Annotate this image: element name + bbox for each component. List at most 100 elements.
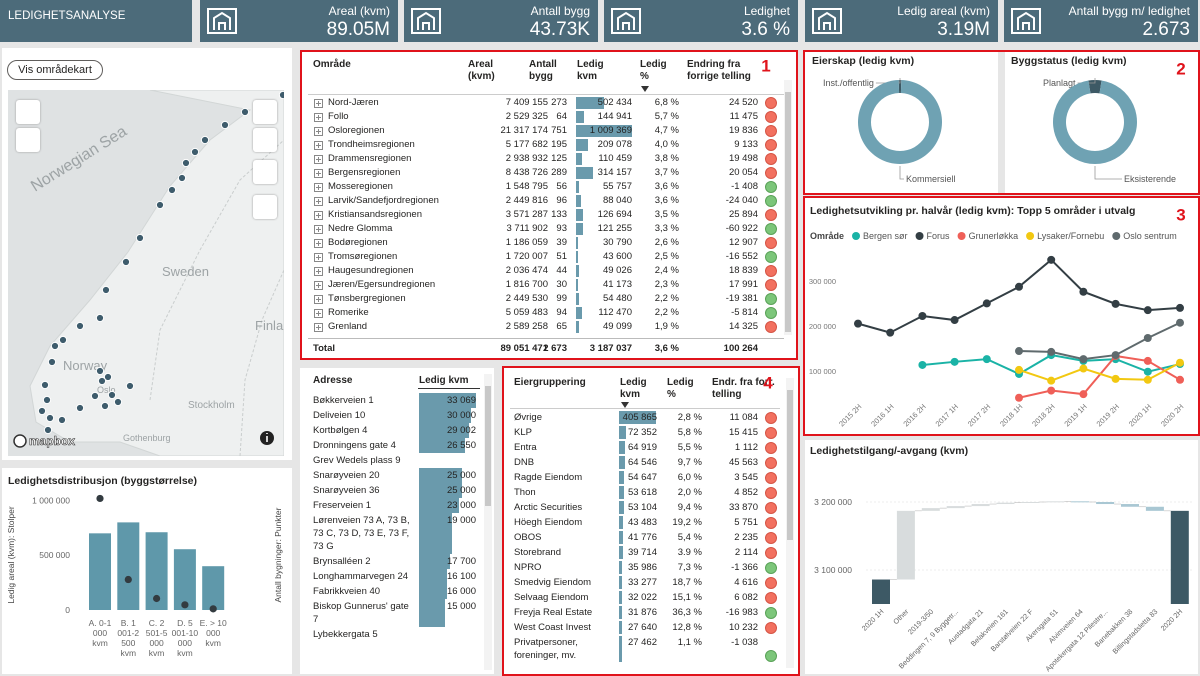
data-bar: [576, 195, 581, 207]
table-cell: 93: [556, 223, 567, 234]
table-cell: 11 475: [729, 111, 758, 122]
map-control[interactable]: [253, 100, 277, 124]
table-cell: 5,5 %: [677, 442, 702, 453]
table-cell: 64 546: [627, 457, 657, 468]
table-cell: Trondheimsregionen: [328, 139, 415, 150]
table-cell: 1 816 700: [505, 279, 548, 290]
highlight-frame: [300, 50, 798, 360]
status-circle: [765, 153, 777, 165]
map-control[interactable]: [253, 128, 277, 152]
column-header: Ledig kvm: [620, 377, 647, 400]
table-cell: 11 084: [729, 412, 758, 423]
data-bar: [619, 576, 623, 589]
table-row: 35 986 7,3 % -1 366 NPRO: [502, 560, 786, 575]
kpi-label: Antall bygg m/ ledighet: [1068, 4, 1190, 18]
table-cell: 3 571 287: [505, 209, 548, 220]
map-control[interactable]: [253, 160, 277, 184]
column-header: Adresse: [313, 375, 353, 386]
x-tick-label: E. > 10 000 kvm: [199, 618, 227, 648]
expand-icon-shape: [314, 127, 323, 136]
table-cell: Fabrikkveien 40: [313, 586, 381, 597]
table-cell: Haugesundregionen: [328, 265, 414, 276]
data-bar: [619, 636, 622, 662]
data-bar: [419, 483, 463, 498]
expand-icon: [314, 267, 323, 276]
table-cell: 26 550: [446, 440, 476, 451]
table-cell: 2 036 474: [505, 265, 548, 276]
expand-icon: [314, 141, 323, 150]
table-cell: 88 040: [602, 195, 632, 206]
table-cell: Snarøyveien 36: [313, 485, 380, 496]
table-body: 33 069 Bøkkerveien 1 30 000 Deliveien 10 29 …: [300, 393, 484, 642]
table-cell: 126 694: [597, 209, 632, 220]
table-cell: 502 434: [597, 97, 632, 108]
table-cell: 53 618: [627, 487, 657, 498]
table-cell: Nord-Jæren: [328, 97, 379, 108]
table-cell: 3.9 %: [677, 547, 702, 558]
header-rule: [308, 94, 784, 95]
table-cell: 751: [551, 125, 567, 136]
data-bar: [576, 279, 579, 291]
table-cell: 12 907: [728, 237, 758, 248]
map-toggle-button[interactable]: Vis områdekart: [7, 60, 103, 80]
x-tick-label: D. 5 001-10 000 kvm: [171, 618, 199, 658]
map-control[interactable]: [253, 195, 277, 219]
data-bar: [576, 153, 583, 165]
expand-icon: [314, 239, 323, 248]
expand-icon: [314, 295, 323, 304]
table-row: Grev Wedels plass 9: [300, 453, 484, 468]
table-cell: 112 470: [598, 307, 632, 318]
table-cell: 18 839: [728, 265, 758, 276]
highlight-frame: [803, 50, 1200, 195]
x-tick-label: C. 2 501-5 000 kvm: [145, 618, 168, 658]
status-circle: [765, 97, 777, 109]
scrollbar-thumb[interactable]: [485, 386, 491, 506]
table-cell: Smedvig Eiendom: [514, 577, 592, 588]
map-control[interactable]: [16, 100, 40, 124]
table-cell: 2,2 %: [654, 293, 679, 304]
table-cell: Larvik/Sandefjordregionen: [328, 195, 439, 206]
kpi-label: Antall bygg: [530, 4, 590, 18]
status-circle: [765, 307, 777, 319]
waterfall-panel: [805, 440, 1198, 674]
table-cell: 4 616: [734, 577, 758, 588]
status-circle: [765, 517, 777, 529]
status-circle: [765, 139, 777, 151]
table-cell: Kortbølgen 4: [313, 425, 368, 436]
table-cell: 2 589 258: [505, 321, 548, 332]
table-cell: 1 112: [734, 442, 758, 453]
table-row: 53 618 2,0 % 4 852 Thon: [502, 485, 786, 500]
table-cell: -5 814: [731, 307, 758, 318]
table-cell: 20 054: [728, 167, 758, 178]
icon-shape: [411, 8, 441, 34]
table-cell: Kristiansandsregionen: [328, 209, 423, 220]
table-cell: 5,4 %: [677, 532, 702, 543]
table-row: 15 000 Biskop Gunnerus' gate 7: [300, 599, 484, 627]
table-cell: 125: [551, 153, 567, 164]
status-circle: [765, 532, 777, 544]
kpi-tile: Antall bygg 43.73K: [404, 0, 598, 42]
data-bar: [419, 599, 445, 627]
table-cell: 1,9 %: [654, 321, 679, 332]
table-row: 19 000 Lørenveien 73 A, 73 B, 73 C, 73 D,…: [300, 513, 484, 554]
table-cell: 5 177 682: [505, 139, 548, 150]
scrollbar-thumb[interactable]: [787, 390, 793, 540]
kpi-icon: [812, 8, 842, 34]
table-cell: 54 647: [627, 472, 657, 483]
table-cell: Snarøyveien 20: [313, 470, 380, 481]
scrollbar-thumb[interactable]: [785, 92, 791, 332]
expand-icon: [314, 155, 323, 164]
status-circle: [765, 487, 777, 499]
map-control[interactable]: [16, 128, 40, 152]
table-cell: 23 000: [446, 500, 476, 511]
expand-icon-shape: [314, 113, 323, 122]
expand-icon: [314, 225, 323, 234]
kpi-value: 43.73K: [529, 19, 590, 40]
highlight-frame: [502, 366, 800, 676]
table-row: 25 000 Snarøyveien 36: [300, 483, 484, 498]
table-cell: 1 186 059: [505, 237, 548, 248]
table-cell: 43 483: [627, 517, 657, 528]
status-circle: [765, 412, 777, 424]
table-cell: 12,8 %: [672, 622, 702, 633]
table-cell: 33 069: [446, 395, 476, 406]
